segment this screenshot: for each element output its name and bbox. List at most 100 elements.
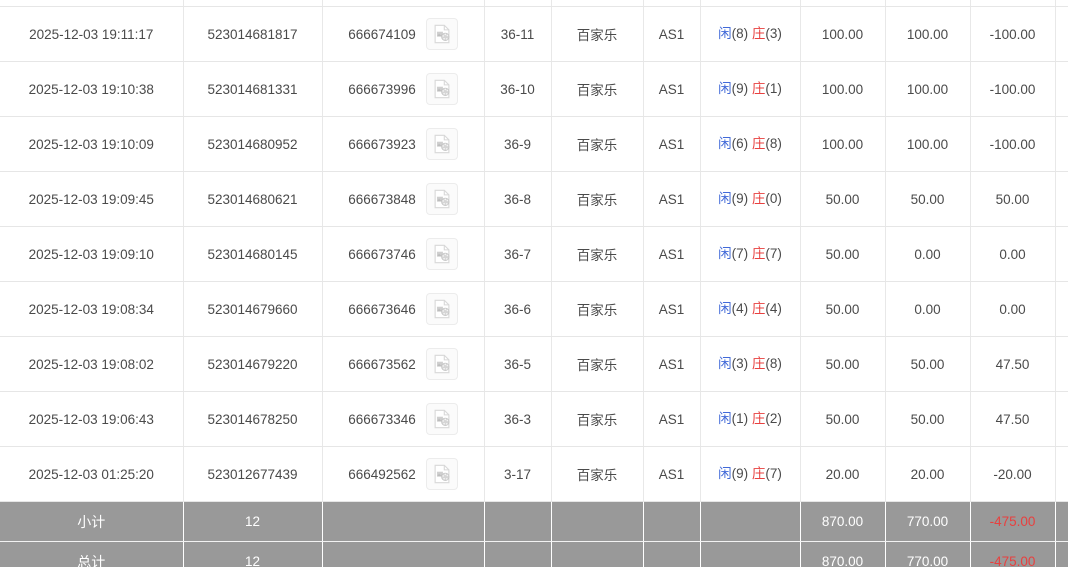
- cell-valid: 50.00: [884, 171, 971, 227]
- cell-valid: 0.00: [884, 281, 971, 337]
- result-banker-tag: 庄: [751, 26, 766, 42]
- table-row[interactable]: 2025-12-03 19:08:34 523014679660 666673646…: [0, 281, 1068, 337]
- broken-image-icon[interactable]: [425, 183, 458, 215]
- cell-result: 闲(9) 庄(0): [699, 171, 801, 227]
- result-player-tag: 闲: [718, 81, 732, 97]
- broken-image-icon[interactable]: [425, 348, 458, 380]
- cell-table: AS1: [642, 226, 701, 282]
- cell-result: 闲(9) 庄(1): [699, 61, 801, 117]
- cell-result: 闲(4) 庄(4): [699, 281, 801, 337]
- result-banker-tag: 庄: [751, 411, 766, 427]
- table-row-partial[interactable]: [0, 0, 1068, 7]
- summary-blank-result: [699, 501, 801, 542]
- result-banker-tag: 庄: [751, 301, 766, 317]
- cell-bet: 50.00: [799, 281, 886, 337]
- cell-media: 666673646: [321, 281, 485, 337]
- cell-order-no: 523014681817: [182, 6, 323, 62]
- table-row[interactable]: 2025-12-03 19:08:02 523014679220 666673562…: [0, 336, 1068, 392]
- cell-result: 闲(3) 庄(8): [699, 336, 801, 392]
- summary-label: 总计: [0, 541, 184, 567]
- broken-image-icon[interactable]: [425, 238, 458, 270]
- table-row[interactable]: 2025-12-03 19:11:17 523014681817 666674109…: [0, 6, 1068, 62]
- result-banker-score: (3): [765, 26, 782, 42]
- cell-media: 666673746: [321, 226, 485, 282]
- table-row[interactable]: 2025-12-03 19:09:10 523014680145 666673746…: [0, 226, 1068, 282]
- summary-blank-table: [642, 541, 701, 567]
- broken-image-icon[interactable]: [425, 403, 458, 435]
- result-banker-score: (7): [765, 246, 782, 262]
- cell-game: 百家乐: [550, 446, 644, 502]
- cell-game: 百家乐: [550, 171, 644, 227]
- cell-bet: 50.00: [799, 336, 886, 392]
- cell-table: AS1: [642, 61, 701, 117]
- cell-spacer: [1054, 336, 1068, 392]
- result-player-score: (9): [731, 81, 749, 97]
- cell-game: 百家乐: [550, 281, 644, 337]
- cell-payout: -100.00: [969, 116, 1056, 172]
- summary-bet: 870.00: [799, 501, 886, 542]
- cell-round: 3-17: [483, 446, 552, 502]
- broken-image-icon[interactable]: [425, 73, 458, 105]
- cell-time: 2025-12-03 01:25:20: [0, 446, 184, 502]
- cell-result: 闲(1) 庄(2): [699, 391, 801, 447]
- result-player-score: (7): [731, 246, 749, 262]
- table-row[interactable]: 2025-12-03 19:06:43 523014678250 666673346…: [0, 391, 1068, 447]
- cell-table: AS1: [642, 171, 701, 227]
- summary-row: 小计 12 870.00 770.00 -475.00: [0, 501, 1068, 542]
- cell-table: AS1: [642, 391, 701, 447]
- broken-image-icon[interactable]: [425, 128, 458, 160]
- result-banker-score: (4): [765, 301, 782, 317]
- broken-image-icon[interactable]: [425, 293, 458, 325]
- cell-game: 百家乐: [550, 116, 644, 172]
- cell-order-no: 523012677439: [182, 446, 323, 502]
- summary-blank-result: [699, 541, 801, 567]
- cell-spacer: [1054, 226, 1068, 282]
- cell-time: 2025-12-03 19:08:02: [0, 336, 184, 392]
- table-row[interactable]: 2025-12-03 19:09:45 523014680621 666673848…: [0, 171, 1068, 227]
- result-banker-score: (8): [765, 136, 782, 152]
- result-player-tag: 闲: [718, 301, 732, 317]
- media-id-label: 666674109: [348, 26, 416, 42]
- cell-round: 36-8: [483, 171, 552, 227]
- summary-blank-round: [483, 541, 552, 567]
- result-player-tag: 闲: [718, 136, 732, 152]
- cell-valid: 0.00: [884, 226, 971, 282]
- media-id-label: 666673848: [348, 191, 416, 207]
- summary-blank-media: [321, 501, 485, 542]
- cell-spacer: [1054, 6, 1068, 62]
- table-row[interactable]: 2025-12-03 19:10:38 523014681331 666673996…: [0, 61, 1068, 117]
- broken-image-icon[interactable]: [425, 458, 458, 490]
- cell-valid: 100.00: [884, 6, 971, 62]
- table-row[interactable]: 2025-12-03 19:10:09 523014680952 666673923…: [0, 116, 1068, 172]
- cell-game: 百家乐: [550, 336, 644, 392]
- cell-valid: 50.00: [884, 336, 971, 392]
- cell-payout: 0.00: [969, 226, 1056, 282]
- result-banker-tag: 庄: [751, 356, 766, 372]
- cell-valid: 50.00: [884, 391, 971, 447]
- cell-game: 百家乐: [550, 391, 644, 447]
- result-player-score: (1): [731, 411, 749, 427]
- result-player-tag: 闲: [718, 246, 732, 262]
- summary-label: 小计: [0, 501, 184, 542]
- cell-payout: 47.50: [969, 336, 1056, 392]
- media-id-label: 666673346: [348, 411, 416, 427]
- summary-payout: -475.00: [969, 501, 1056, 542]
- broken-image-icon[interactable]: [425, 18, 458, 50]
- summary-count: 12: [182, 501, 323, 542]
- media-id-label: 666673646: [348, 301, 416, 317]
- cell-round: 36-9: [483, 116, 552, 172]
- cell-bet: 50.00: [799, 391, 886, 447]
- cell-bet: 100.00: [799, 116, 886, 172]
- result-player-tag: 闲: [718, 26, 732, 42]
- result-player-tag: 闲: [718, 411, 732, 427]
- result-banker-tag: 庄: [751, 246, 766, 262]
- cell-order-no: 523014680952: [182, 116, 323, 172]
- table-row[interactable]: 2025-12-03 01:25:20 523012677439 666492562…: [0, 446, 1068, 502]
- cell-valid: 100.00: [884, 61, 971, 117]
- result-player-score: (3): [731, 356, 749, 372]
- cell-table: AS1: [642, 281, 701, 337]
- cell-result: 闲(7) 庄(7): [699, 226, 801, 282]
- cell-bet: 50.00: [799, 226, 886, 282]
- media-id-label: 666673923: [348, 136, 416, 152]
